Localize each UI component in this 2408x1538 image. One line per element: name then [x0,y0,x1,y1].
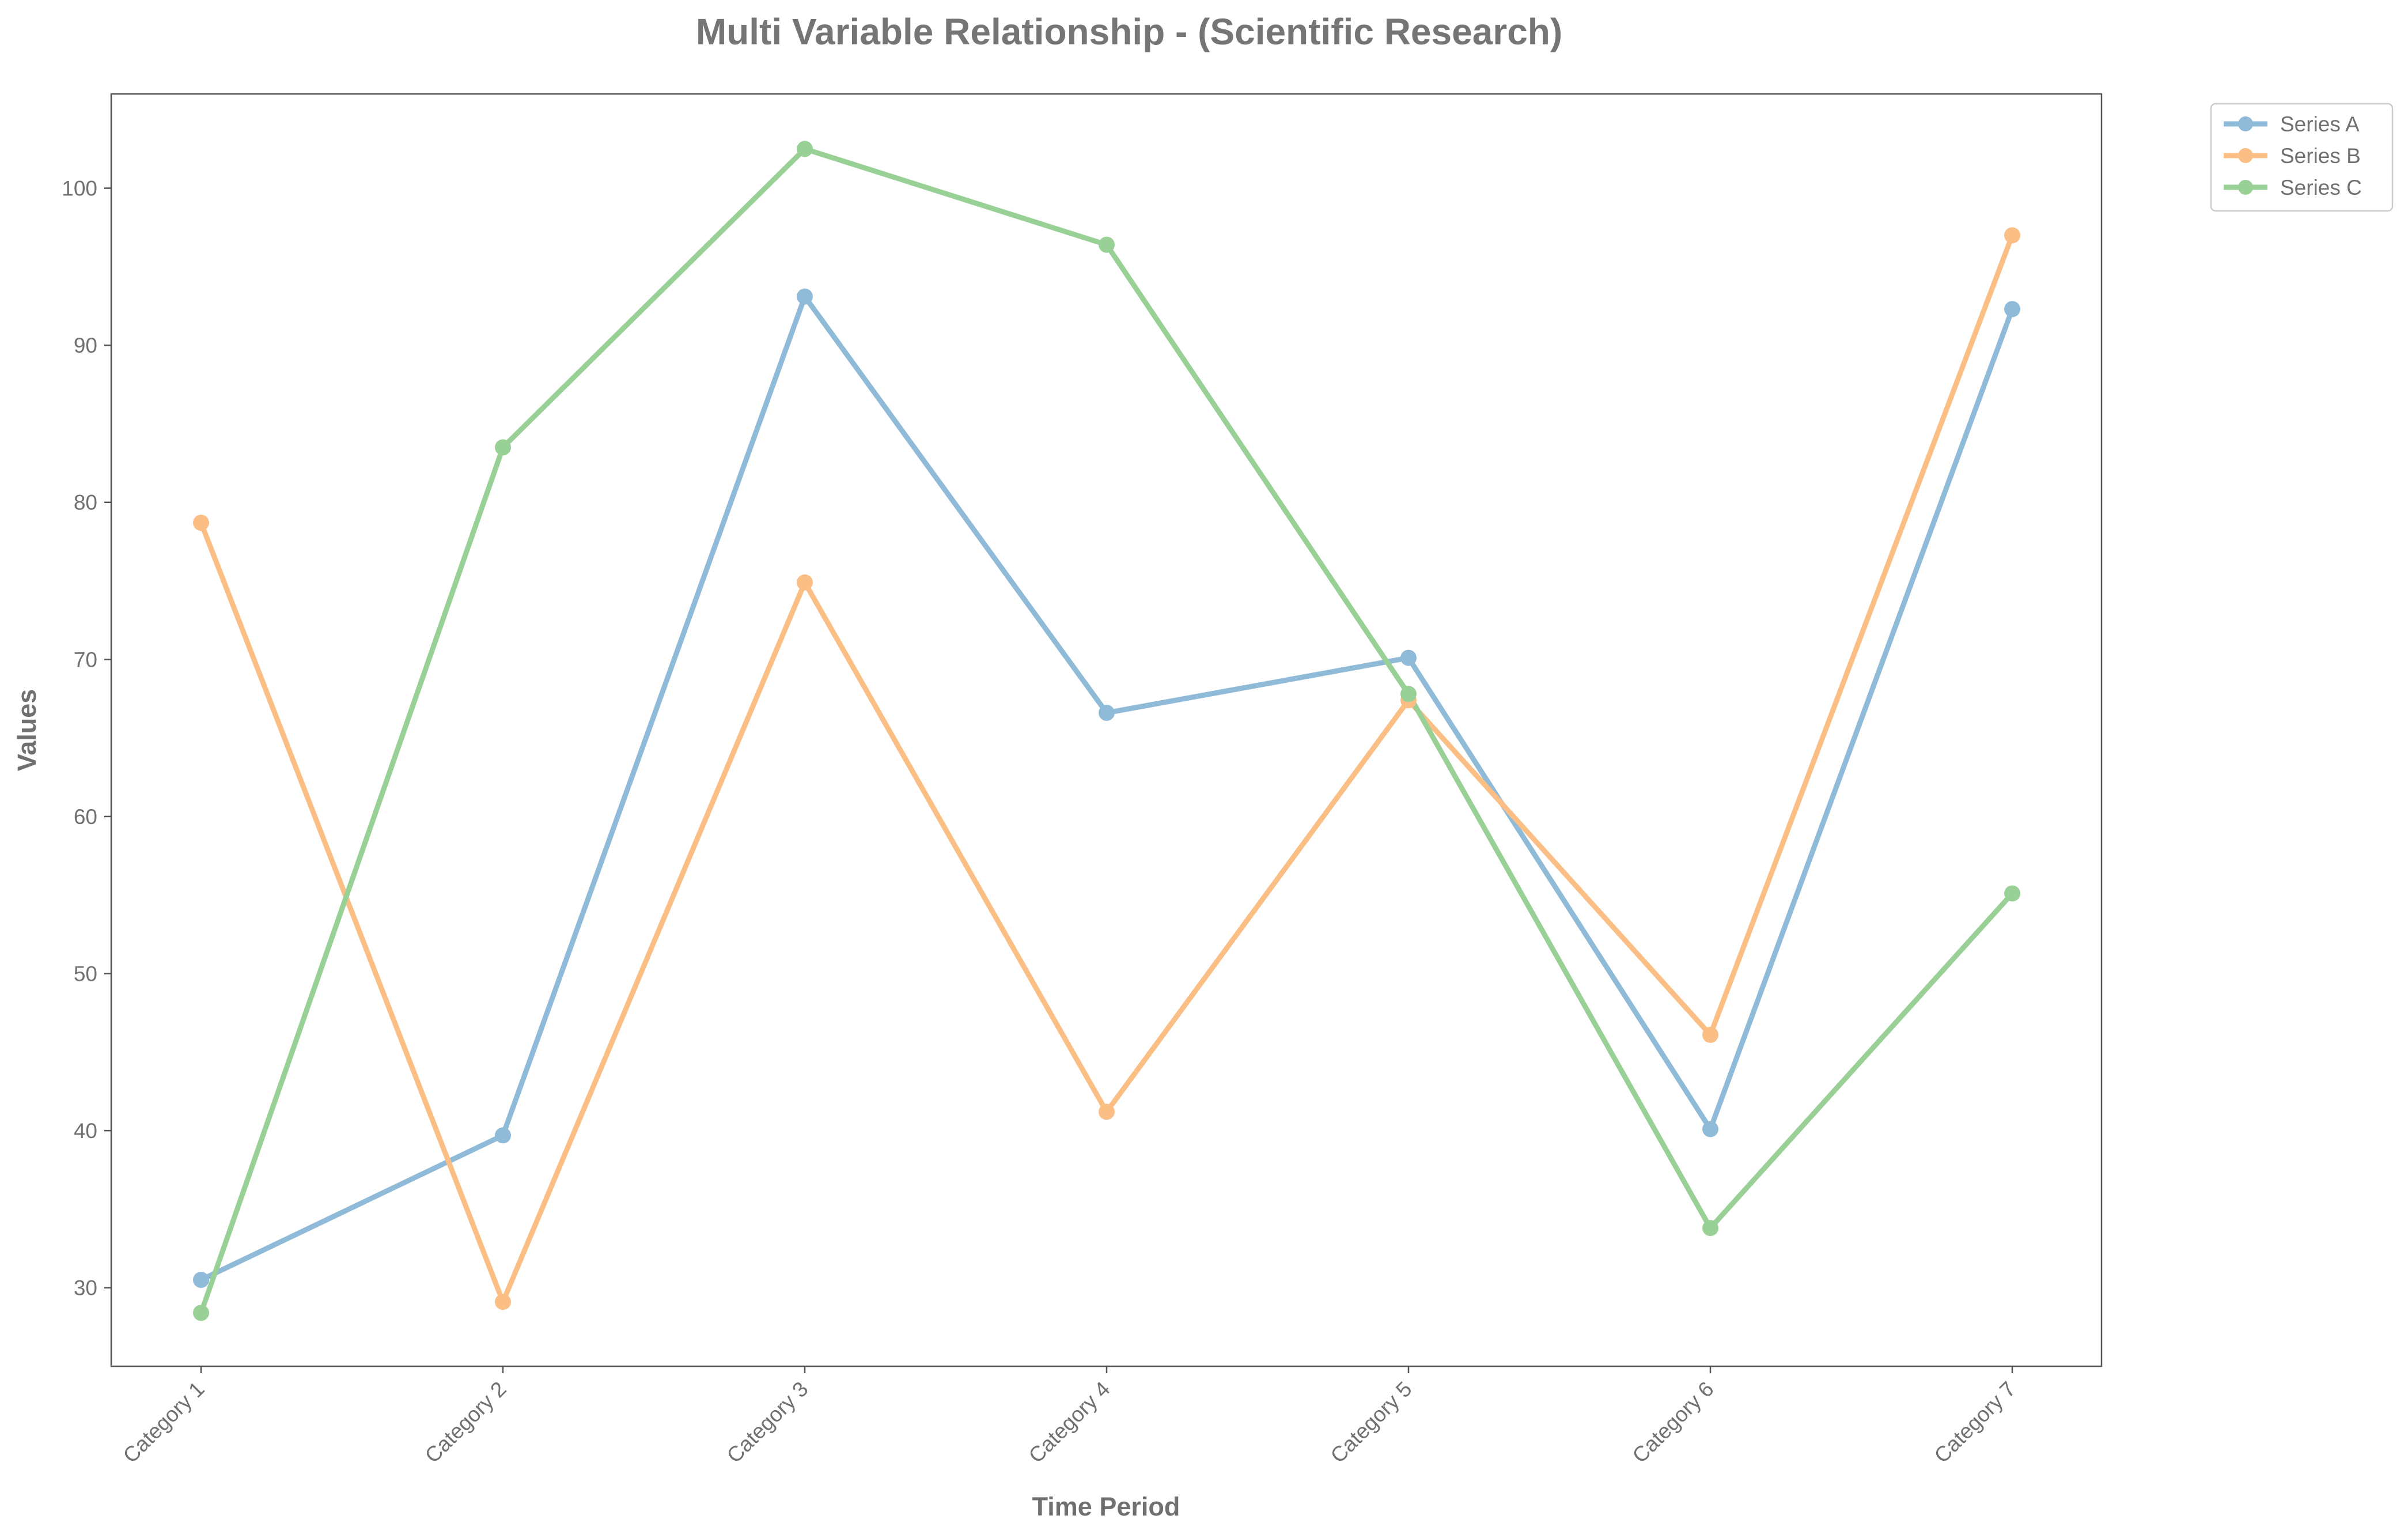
series-lines [198,146,2015,1316]
data-point [495,1294,511,1310]
series-line-c [198,146,2015,1316]
series-line-a [198,294,2015,1283]
data-point [2004,885,2020,902]
data-point [495,439,511,456]
series-points [193,141,2020,1321]
data-point [797,574,813,591]
data-point [1702,1220,1718,1237]
x-tick-label: Category 6 [1628,1377,1718,1468]
data-point [1702,1026,1718,1043]
data-point [1099,705,1115,721]
y-axis-label: Values [12,689,41,772]
x-tick-label: Category 3 [722,1377,813,1468]
y-tick-label: 100 [62,177,97,201]
data-point [1400,649,1417,666]
y-axis-ticks: 30 40 50 60 70 80 90 100 [62,177,111,1300]
y-tick-label: 50 [74,962,97,986]
y-tick-label: 40 [74,1119,97,1143]
series-line-b [198,232,2015,1305]
legend-marker [2238,180,2253,195]
y-tick-label: 80 [74,491,97,515]
data-point [797,288,813,305]
y-tick-label: 90 [74,334,97,357]
x-tick-label: Category 1 [119,1377,209,1468]
data-point [2004,227,2020,244]
data-point [193,1305,209,1321]
chart-title: Multi Variable Relationship - (Scientifi… [695,11,1563,52]
data-point [193,1272,209,1288]
legend-frame [2210,103,2394,212]
x-axis-ticks: Category 1 Category 2 Category 3 Category 4… [119,1366,2020,1468]
data-point [797,141,813,157]
data-point [1400,686,1417,702]
y-tick-label: 70 [74,648,97,671]
data-point [1099,236,1115,253]
legend-label: Series B [2280,144,2361,168]
legend-label: Series A [2280,112,2360,136]
legend-marker [2238,148,2253,163]
data-point [1099,1104,1115,1120]
data-point [2004,301,2020,318]
x-tick-label: Category 4 [1024,1377,1115,1468]
legend-label: Series C [2280,176,2362,199]
x-tick-label: Category 5 [1326,1377,1417,1468]
x-axis-label: Time Period [1032,1492,1180,1521]
legend-marker [2238,116,2253,131]
y-tick-label: 60 [74,805,97,829]
x-tick-label: Category 2 [421,1377,511,1468]
plot-area-frame [110,93,2103,1367]
x-tick-label: Category 7 [1930,1377,2020,1468]
data-point [495,1127,511,1144]
legend: Series A Series B Series C [2210,103,2394,212]
y-tick-label: 30 [74,1276,97,1300]
data-point [193,515,209,531]
data-point [1702,1121,1718,1138]
